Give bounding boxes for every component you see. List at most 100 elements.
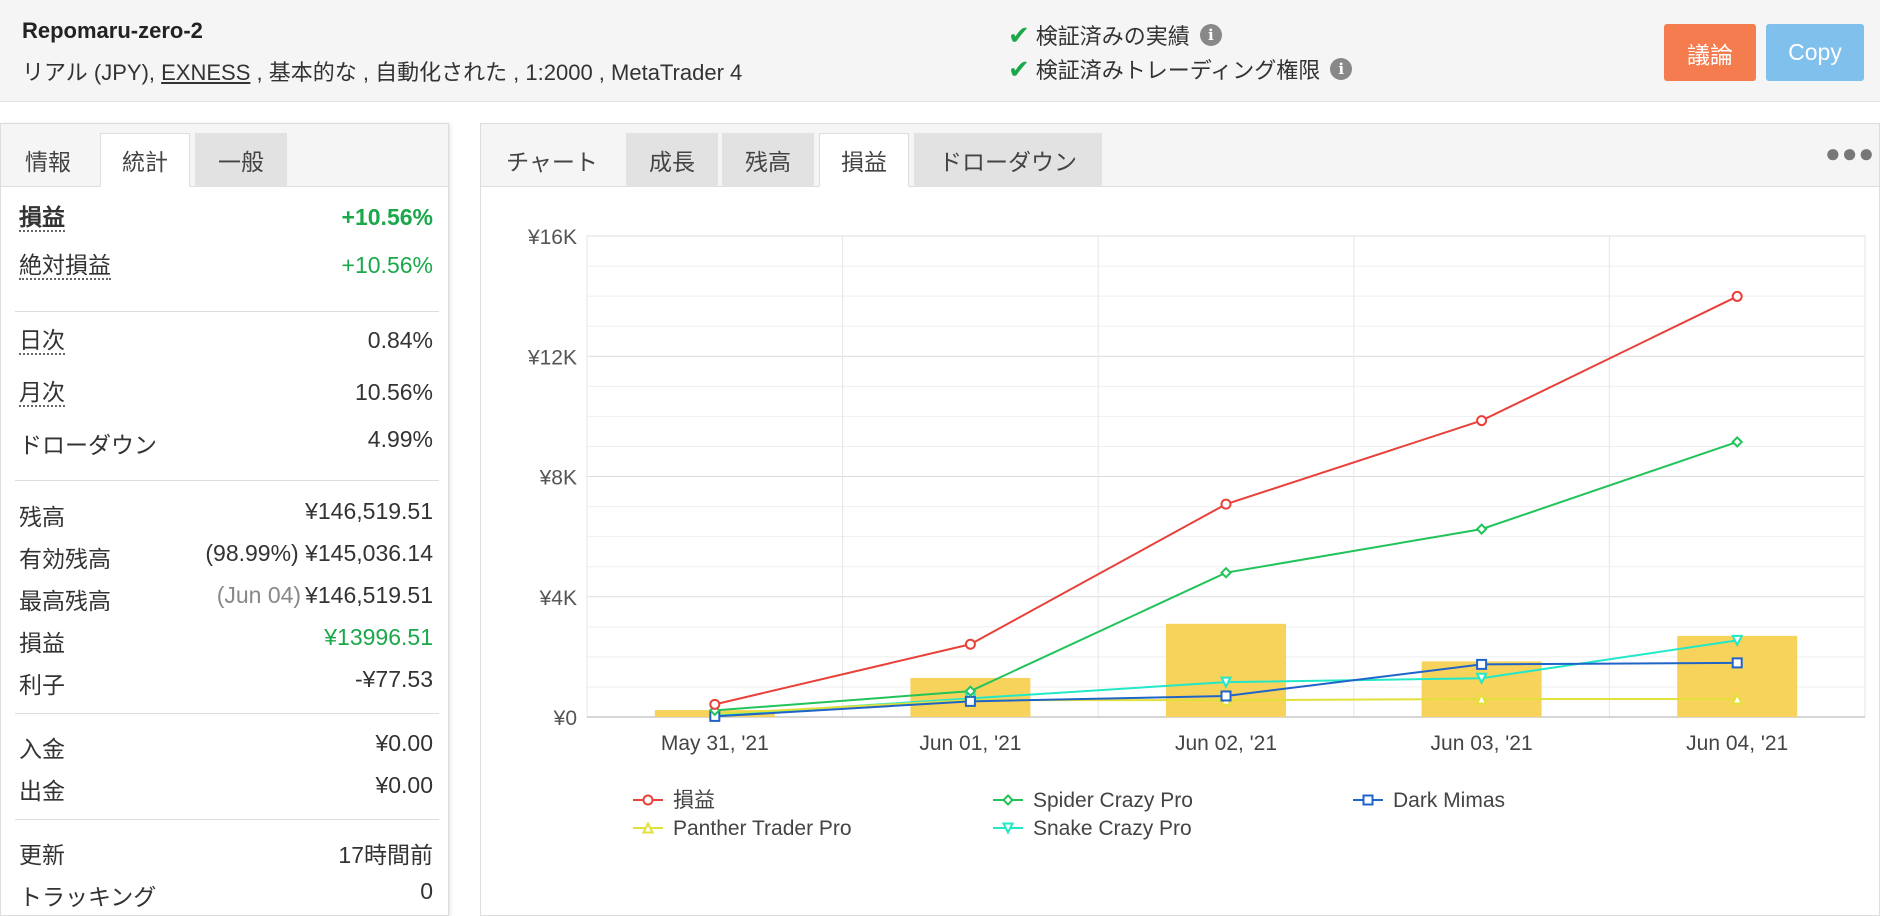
chart-tabs: チャート 成長 残高 損益 ドローダウン bbox=[481, 124, 1879, 187]
tab-stats[interactable]: 統計 bbox=[100, 133, 190, 187]
stat-label: 更新 bbox=[19, 842, 65, 868]
info-icon[interactable]: i bbox=[1330, 58, 1353, 80]
stat-label: 残高 bbox=[19, 504, 65, 530]
stat-label: 出金 bbox=[19, 778, 65, 804]
data-point bbox=[964, 685, 977, 698]
x-tick-label: Jun 04, '21 bbox=[1686, 732, 1788, 755]
stat-value: 0 bbox=[420, 878, 433, 904]
check-icon: ✔ bbox=[1008, 20, 1030, 50]
stat-label: ドローダウン bbox=[19, 432, 157, 458]
chart-bar bbox=[1421, 661, 1542, 717]
verified-track-record-label: 検証済みの実績 bbox=[1035, 24, 1190, 49]
account-header: Repomaru-zero-2 リアル (JPY), EXNESS , 基本的な… bbox=[0, 0, 1880, 102]
data-point bbox=[1731, 657, 1743, 669]
tab-balance[interactable]: 残高 bbox=[722, 133, 814, 187]
copy-button[interactable]: Copy bbox=[1766, 24, 1864, 81]
data-point bbox=[1001, 822, 1015, 835]
data-point bbox=[642, 794, 654, 806]
stats-tabs: 情報 統計 一般 bbox=[1, 124, 448, 187]
account-meta: リアル (JPY), EXNESS , 基本的な , 自動化された , 1:20… bbox=[22, 55, 742, 87]
tab-general[interactable]: 一般 bbox=[195, 133, 287, 187]
highest-date: (Jun 04) bbox=[216, 582, 302, 608]
verified-trading-privileges-label: 検証済みトレーディング権限 bbox=[1035, 58, 1321, 83]
data-point bbox=[1219, 676, 1233, 689]
legend-label: Snake Crazy Pro bbox=[1033, 817, 1192, 840]
stat-label[interactable]: 日次 bbox=[19, 327, 65, 356]
data-point bbox=[1476, 415, 1488, 427]
stat-value: +10.56% bbox=[341, 204, 433, 230]
stat-label: 利子 bbox=[19, 672, 65, 698]
stat-value: ¥146,519.51 bbox=[305, 498, 433, 524]
account-details: , 基本的な , 自動化された , 1:2000 , MetaTrader 4 bbox=[250, 60, 743, 85]
x-tick-label: May 31, '21 bbox=[661, 732, 769, 755]
stat-label[interactable]: 月次 bbox=[19, 379, 65, 408]
info-icon[interactable]: i bbox=[1199, 24, 1222, 46]
y-tick-label: ¥16K bbox=[527, 226, 577, 249]
divider bbox=[15, 311, 439, 312]
legend-label: Spider Crazy Pro bbox=[1033, 789, 1193, 812]
profit-chart: ¥0 ¥4K ¥8K ¥12K ¥16K May 31, '21 Jun 01, '21 J… bbox=[527, 226, 1866, 840]
legend-label: 損益 bbox=[673, 789, 715, 812]
stat-label[interactable]: 絶対損益 bbox=[19, 252, 111, 281]
stat-value: -¥77.53 bbox=[354, 666, 433, 692]
stat-label: トラッキング bbox=[19, 884, 157, 910]
chart-lines bbox=[708, 290, 1744, 722]
data-point bbox=[1220, 566, 1232, 579]
tab-growth[interactable]: 成長 bbox=[626, 133, 718, 187]
chart-bar bbox=[1677, 635, 1798, 717]
data-point bbox=[1475, 672, 1488, 685]
divider bbox=[15, 480, 439, 481]
stat-label: 損益 bbox=[19, 630, 65, 656]
stat-value: (98.99%) ¥145,036.14 bbox=[205, 540, 433, 567]
data-point bbox=[964, 695, 976, 707]
divider bbox=[15, 819, 439, 820]
data-point bbox=[1475, 692, 1488, 705]
y-tick-label: ¥12K bbox=[527, 346, 577, 369]
tab-profit[interactable]: 損益 bbox=[819, 133, 909, 187]
y-tick-label: ¥8K bbox=[539, 467, 577, 490]
x-tick-label: Jun 02, '21 bbox=[1175, 732, 1277, 755]
stat-value: (Jun 04) ¥146,519.51 bbox=[217, 582, 433, 609]
stat-value: +10.56% bbox=[341, 252, 433, 278]
more-horizontal-icon[interactable]: ●●● bbox=[1825, 138, 1876, 168]
stat-value: ¥0.00 bbox=[375, 730, 433, 756]
data-point bbox=[1362, 794, 1374, 806]
tab-drawdown[interactable]: ドローダウン bbox=[914, 133, 1102, 187]
data-point bbox=[1476, 658, 1488, 670]
stat-label[interactable]: 損益 bbox=[19, 204, 65, 233]
tab-info[interactable]: 情報 bbox=[25, 149, 71, 175]
tab-chart[interactable]: チャート bbox=[506, 149, 598, 175]
equity-percent: (98.99%) bbox=[205, 540, 299, 566]
stat-value: 0.84% bbox=[367, 327, 433, 353]
data-point bbox=[1220, 690, 1232, 702]
y-axis: ¥0 ¥4K ¥8K ¥12K ¥16K bbox=[527, 226, 577, 730]
stat-value: 10.56% bbox=[354, 379, 433, 405]
legend-label: Dark Mimas bbox=[1393, 789, 1505, 812]
data-point bbox=[1731, 634, 1744, 648]
discuss-button[interactable]: 議論 bbox=[1664, 24, 1756, 81]
x-axis: May 31, '21 Jun 01, '21 Jun 02, '21 Jun 03,… bbox=[661, 732, 1788, 755]
data-point bbox=[1220, 498, 1232, 510]
stat-value: 17時間前 bbox=[338, 842, 433, 868]
data-point bbox=[1475, 523, 1488, 536]
data-point bbox=[964, 638, 976, 650]
x-tick-label: Jun 03, '21 bbox=[1431, 732, 1533, 755]
chart-panel: チャート 成長 残高 損益 ドローダウン ●●● bbox=[480, 123, 1880, 916]
stat-label: 入金 bbox=[19, 736, 65, 762]
x-tick-label: Jun 01, '21 bbox=[919, 732, 1021, 755]
data-point bbox=[641, 821, 655, 834]
data-point bbox=[1731, 436, 1744, 448]
data-point bbox=[1731, 290, 1743, 302]
chart-legend: 損益 Spider Crazy Pro Dark Mimas Panther Trad… bbox=[633, 789, 1505, 840]
highest-amount: ¥146,519.51 bbox=[305, 582, 433, 608]
y-tick-label: ¥4K bbox=[539, 587, 577, 610]
stat-value: ¥13996.51 bbox=[324, 624, 433, 650]
data-point bbox=[1002, 794, 1014, 806]
broker-link[interactable]: EXNESS bbox=[161, 60, 251, 85]
data-point bbox=[1731, 692, 1744, 705]
divider bbox=[15, 713, 439, 714]
y-tick-label: ¥0 bbox=[553, 707, 577, 730]
legend-label: Panther Trader Pro bbox=[673, 817, 852, 840]
stat-label: 最高残高 bbox=[19, 588, 111, 614]
equity-amount: ¥145,036.14 bbox=[305, 540, 433, 566]
